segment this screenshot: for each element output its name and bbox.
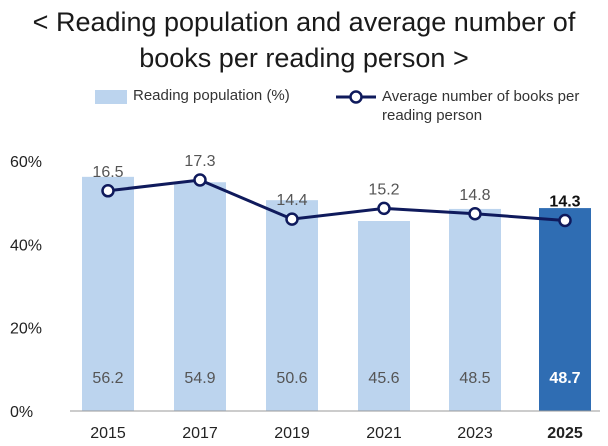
line-point	[285, 212, 299, 226]
x-tick-label: 2019	[274, 425, 310, 442]
line-point	[468, 207, 482, 221]
y-tick-label: 60%	[10, 154, 42, 171]
line-point	[101, 184, 115, 198]
x-tick-label: 2017	[182, 425, 218, 442]
chart-title: < Reading population and average number …	[32, 7, 576, 73]
bar-value-label: 48.5	[459, 370, 490, 387]
x-tick-label: 2021	[366, 425, 402, 442]
bar-value-label: 54.9	[184, 370, 215, 387]
x-tick-label: 2015	[90, 425, 126, 442]
bar-value-label: 56.2	[92, 370, 123, 387]
legend-bar-swatch	[95, 90, 127, 104]
line-series	[107, 178, 566, 222]
y-tick-label: 0%	[10, 404, 33, 421]
legend: Reading population (%) Average number of…	[0, 86, 608, 126]
line-point	[193, 173, 207, 187]
bar	[449, 208, 501, 411]
line-point	[558, 213, 572, 228]
line-point	[377, 201, 391, 216]
line-value-label: 14.3	[549, 194, 580, 211]
bar-value-label: 45.6	[368, 370, 399, 387]
x-tick-label: 2025	[547, 425, 583, 442]
x-tick-label: 2023	[457, 425, 493, 442]
line-value-label: 15.2	[368, 181, 399, 198]
line-value-label: 14.8	[459, 187, 490, 204]
line-value-label: 14.4	[276, 192, 307, 209]
legend-line-swatch	[336, 90, 376, 104]
y-tick-label: 20%	[10, 321, 42, 338]
bar	[539, 208, 591, 411]
line-value-label: 17.3	[184, 153, 215, 170]
y-tick-label: 40%	[10, 237, 42, 254]
bar-value-label: 48.7	[549, 370, 580, 387]
line-value-label: 16.5	[92, 164, 123, 181]
bar	[266, 200, 318, 411]
bar-value-label: 50.6	[276, 370, 307, 387]
bar	[358, 221, 410, 411]
legend-bar-label: Reading population (%)	[133, 87, 290, 104]
legend-line-label: Average number of books per reading pers…	[382, 88, 580, 124]
bar	[174, 182, 226, 411]
bar	[82, 176, 134, 411]
